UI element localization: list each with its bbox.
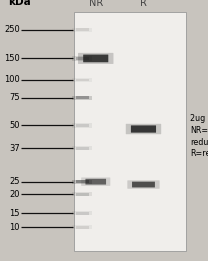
Bar [76,57,89,60]
Text: 250: 250 [4,25,20,34]
Text: 50: 50 [9,121,20,130]
Bar [76,212,89,215]
FancyBboxPatch shape [78,53,113,64]
Bar [72,180,92,184]
Bar [76,28,89,31]
FancyBboxPatch shape [132,182,155,187]
Bar [72,96,92,100]
Text: R: R [140,0,147,8]
Text: 15: 15 [9,209,20,218]
Text: kDa: kDa [8,0,31,7]
FancyBboxPatch shape [81,177,110,186]
FancyBboxPatch shape [131,125,156,133]
Bar [74,12,186,251]
Text: 100: 100 [4,75,20,85]
Bar [76,226,89,229]
Text: 150: 150 [4,54,20,63]
Bar [76,147,89,150]
Text: 10: 10 [9,223,20,232]
Bar [76,124,89,127]
Bar [76,79,89,81]
Text: 20: 20 [9,190,20,199]
Text: 75: 75 [9,93,20,102]
FancyBboxPatch shape [127,180,160,189]
Bar [76,180,89,183]
FancyBboxPatch shape [85,179,106,185]
Text: 25: 25 [9,177,20,186]
Bar [72,146,92,150]
Text: 37: 37 [9,144,20,153]
Text: NR: NR [89,0,103,8]
Bar [76,97,89,99]
Bar [72,123,92,128]
Bar [76,193,89,195]
Bar [72,225,92,229]
Text: 2ug loading
NR=Non-
reduced
R=reduced: 2ug loading NR=Non- reduced R=reduced [190,114,208,158]
FancyBboxPatch shape [126,124,161,134]
Bar [72,211,92,215]
Bar [72,56,92,61]
Bar [72,28,92,32]
Bar [72,78,92,82]
Bar [72,192,92,196]
FancyBboxPatch shape [83,55,108,62]
